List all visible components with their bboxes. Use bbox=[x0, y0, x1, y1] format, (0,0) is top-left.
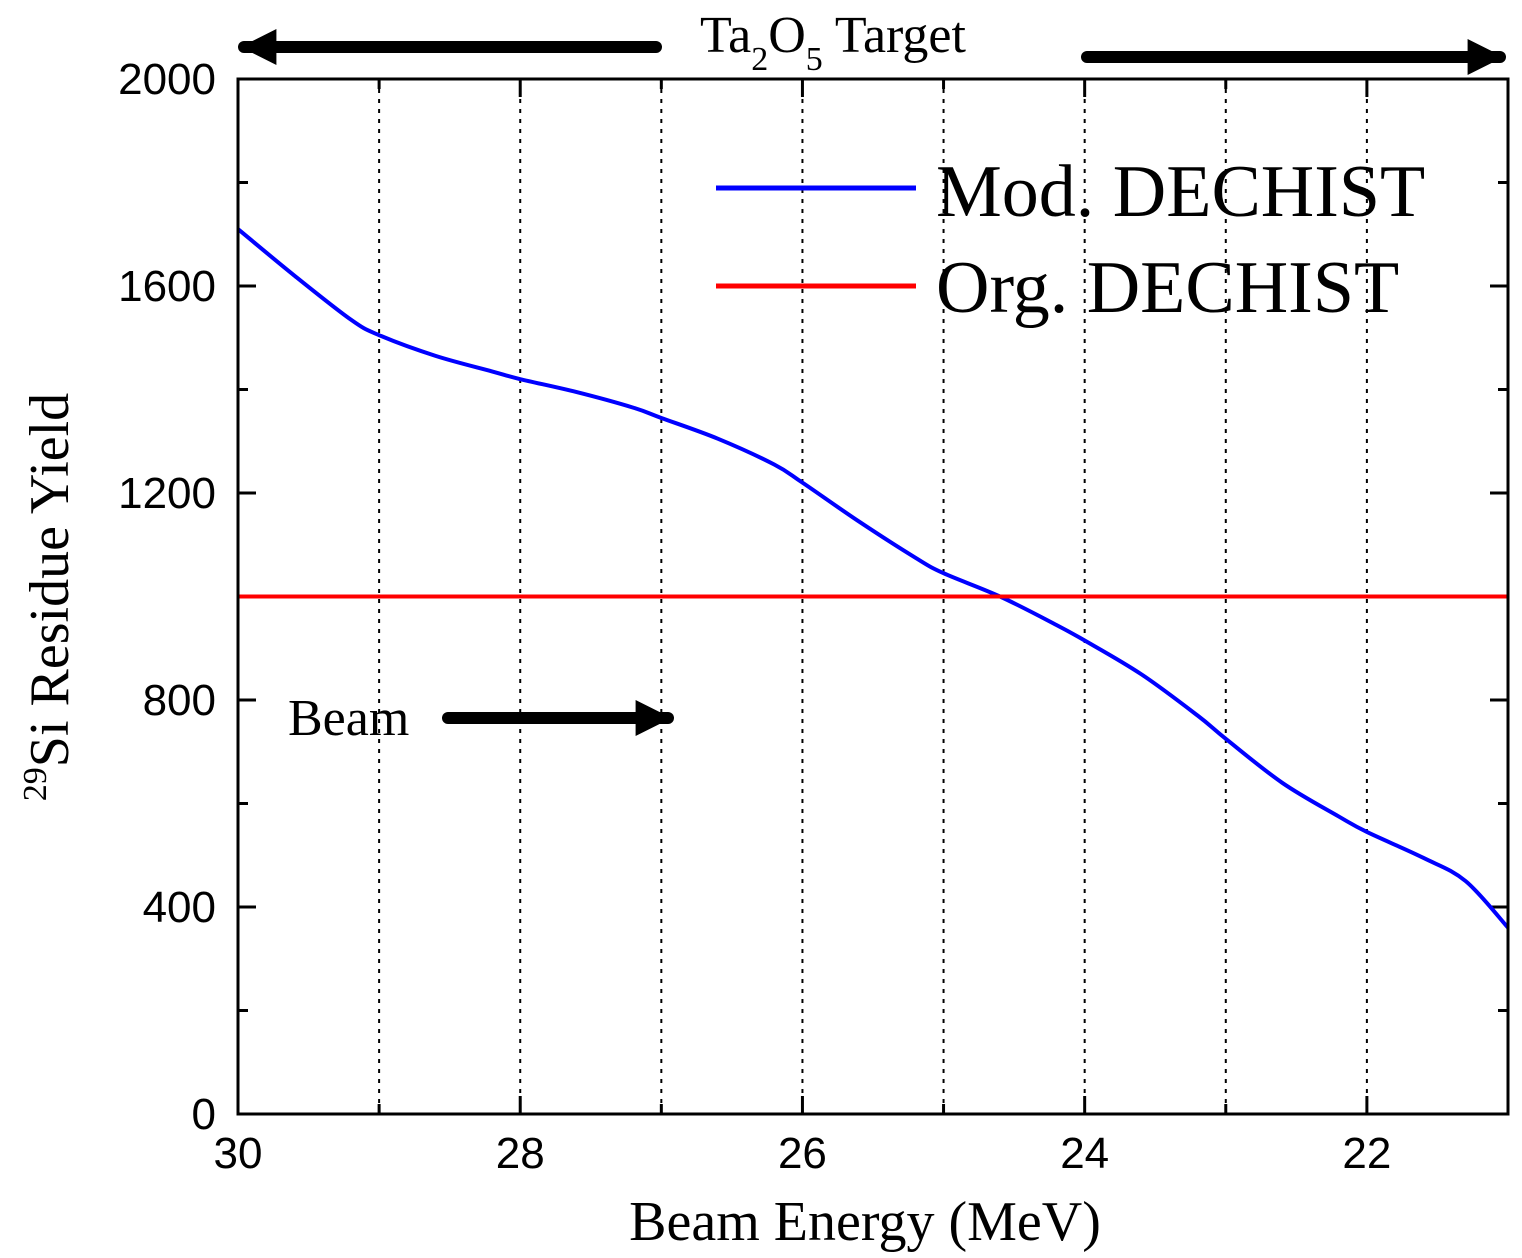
beam-annotation: Beam bbox=[288, 690, 674, 747]
x-tick-label: 28 bbox=[496, 1129, 545, 1178]
y-tick-labels: 0 400 800 1200 1600 2000 bbox=[118, 55, 216, 1139]
target-sub-2: 2 bbox=[751, 41, 768, 78]
legend: Mod. DECHIST Org. DECHIST bbox=[716, 151, 1425, 329]
beam-label: Beam bbox=[288, 690, 409, 747]
target-annotation: Ta2O5 Target bbox=[238, 7, 1506, 78]
y-axis-title-superscript: 29 bbox=[17, 767, 54, 801]
x-tick-label: 24 bbox=[1060, 1129, 1109, 1178]
y-tick-label: 0 bbox=[192, 1090, 216, 1139]
y-tick-label: 800 bbox=[143, 676, 216, 725]
y-tick-label: 1600 bbox=[118, 262, 216, 311]
series-group bbox=[236, 227, 1510, 930]
grid-lines bbox=[378, 79, 1368, 1114]
x-tick-label: 22 bbox=[1342, 1129, 1391, 1178]
y-tick-label: 1200 bbox=[118, 469, 216, 518]
x-tick-label: 26 bbox=[778, 1129, 827, 1178]
series-line-mod-dechist bbox=[236, 227, 1510, 930]
target-sub-5: 5 bbox=[806, 41, 823, 78]
x-tick-label: 30 bbox=[214, 1129, 263, 1178]
axis-ticks bbox=[236, 77, 1510, 1116]
y-axis-title-text: Si Residue Yield bbox=[19, 393, 81, 767]
target-label: Ta2O5 Target bbox=[700, 7, 967, 78]
x-tick-labels: 30 28 26 24 22 bbox=[214, 1129, 1392, 1178]
legend-label-mod: Mod. DECHIST bbox=[936, 151, 1425, 233]
plot-frame bbox=[236, 77, 1510, 1116]
y-tick-label: 2000 bbox=[118, 55, 216, 104]
x-axis-title: Beam Energy (MeV) bbox=[629, 1191, 1101, 1253]
y-tick-label: 400 bbox=[143, 883, 216, 932]
legend-label-org: Org. DECHIST bbox=[936, 247, 1399, 329]
y-axis-title: 29Si Residue Yield bbox=[17, 393, 81, 801]
